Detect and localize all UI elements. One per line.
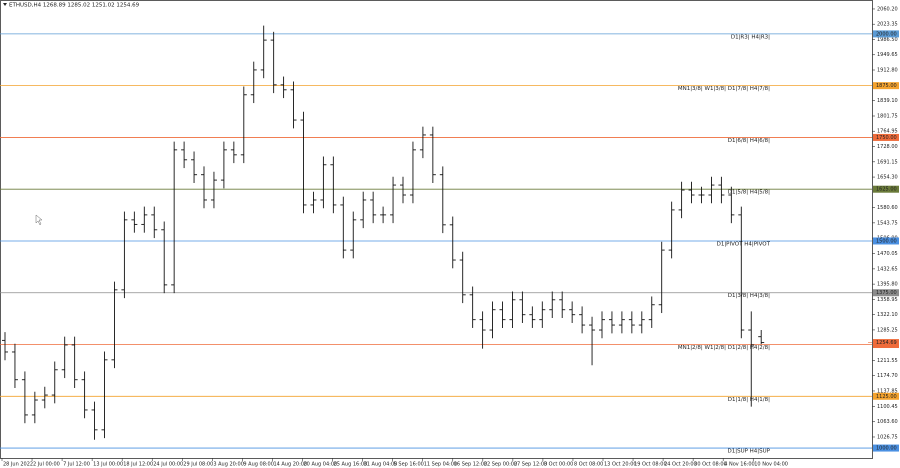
- x-tick-label: 3 Aug 20:00: [213, 462, 244, 468]
- last-price-box: [873, 339, 899, 347]
- x-tick-label: 4 Nov 16:00: [724, 462, 755, 468]
- y-tick-label: 2060.20: [877, 6, 898, 12]
- y-tick-label: 1358.95: [877, 297, 898, 303]
- level-price-label: 1500.00: [876, 238, 897, 244]
- level-label: MN1|3/8| W1|3/8| D1|7/8| H4|7/8|: [678, 86, 770, 92]
- level-label: D1|5/8| H4|5/8|: [728, 190, 770, 196]
- y-tick-label: 1100.45: [877, 404, 898, 410]
- x-tick-label: 31 Aug 04:00: [364, 462, 398, 468]
- y-tick-label: 1912.80: [877, 68, 898, 74]
- level-label: D1|PIVOT H4|PIVOT: [717, 241, 771, 247]
- x-tick-label: 7 Jul 12:00: [63, 462, 90, 468]
- x-tick-label: 13 Jul 00:00: [93, 462, 123, 468]
- level-price-label: 1875.00: [876, 83, 897, 89]
- x-tick-label: 27 Sep 12:00: [514, 462, 547, 468]
- x-tick-label: 24 Oct 20:00: [664, 462, 697, 468]
- y-tick-label: 1728.00: [877, 144, 898, 150]
- x-tick-label: 25 Aug 16:00: [334, 462, 368, 468]
- x-tick-label: 9 Aug 08:00: [243, 462, 274, 468]
- x-tick-label: 2 Jul 00:00: [33, 462, 60, 468]
- y-tick-label: 1470.05: [877, 251, 898, 257]
- x-tick-label: 30 Oct 08:00: [694, 462, 727, 468]
- y-tick-label: 1063.60: [877, 419, 898, 425]
- x-tick-label: 29 Jul 08:00: [183, 462, 213, 468]
- y-tick-label: 1986.50: [877, 37, 898, 43]
- level-price-box: [873, 30, 899, 38]
- level-price-box: [873, 237, 899, 245]
- level-label: D1|SUP H4|SUP: [728, 449, 771, 455]
- x-tick-label: 8 Oct 08:00: [574, 462, 603, 468]
- level-price-box: [873, 133, 899, 141]
- y-tick-label: 1580.60: [877, 205, 898, 211]
- level-price-label: 2000.00: [876, 31, 897, 37]
- x-tick-label: 10 Nov 04:00: [754, 462, 788, 468]
- x-tick-label: 14 Aug 20:00: [273, 462, 307, 468]
- y-tick-label: 1432.65: [877, 266, 898, 272]
- level-price-label: 1750.00: [876, 135, 897, 141]
- y-tick-label: 1285.25: [877, 327, 898, 333]
- level-price-box: [873, 82, 899, 90]
- x-tick-label: 19 Oct 08:00: [634, 462, 667, 468]
- last-price-label: 1254.69: [876, 340, 897, 346]
- y-tick-label: 1839.10: [877, 98, 898, 104]
- y-tick-label: 1026.75: [877, 434, 898, 440]
- plot-frame: [0, 0, 873, 459]
- y-tick-label: 1395.80: [877, 282, 898, 288]
- level-price-label: 1000.00: [876, 446, 897, 452]
- chart-title: ETHUSD,H4 1268.89 1285.02 1251.02 1254.6…: [9, 3, 140, 9]
- cursor: [35, 214, 43, 226]
- y-tick-label: 1801.75: [877, 114, 898, 120]
- x-tick-label: 20 Aug 04:00: [304, 462, 338, 468]
- y-tick-label: 1211.55: [877, 358, 898, 364]
- level-price-box: [873, 444, 899, 452]
- x-tick-label: 13 Oct 20:00: [604, 462, 637, 468]
- x-tick-label: 11 Sep 04:00: [424, 462, 457, 468]
- level-label: D1|1/8| H4|1/8|: [728, 397, 770, 403]
- x-tick-label: 24 Jul 00:00: [153, 462, 183, 468]
- level-price-label: 1375.00: [876, 290, 897, 296]
- y-tick-label: 1691.15: [877, 159, 898, 165]
- y-tick-label: 1764.95: [877, 129, 898, 135]
- x-tick-label: 22 Sep 00:00: [484, 462, 517, 468]
- level-price-box: [873, 185, 899, 193]
- level-label: D1|R3| H4|R3|: [731, 34, 770, 40]
- y-tick-label: 1322.10: [877, 312, 898, 318]
- level-label: D1|6/8| H4|6/8|: [728, 138, 770, 144]
- x-tick-label: 16 Sep 12:00: [454, 462, 487, 468]
- x-tick-label: 3 Oct 00:00: [544, 462, 573, 468]
- x-tick-label: 18 Jul 12:00: [123, 462, 153, 468]
- y-tick-label: 1137.85: [877, 388, 898, 394]
- symbol-icon: [3, 3, 7, 6]
- level-price-label: 1125.00: [876, 394, 897, 400]
- level-label: D1|3/8| H4|3/8|: [728, 293, 770, 299]
- level-price-label: 1625.00: [876, 187, 897, 193]
- level-price-box: [873, 289, 899, 297]
- y-tick-label: 2023.35: [877, 22, 898, 28]
- y-tick-label: 1174.70: [877, 373, 898, 379]
- x-tick-label: 28 Jun 2022: [3, 462, 33, 468]
- level-label: MN1|2/8| W1|2/8| D1|2/8| H4|2/8|: [678, 345, 770, 351]
- y-tick-label: 1543.75: [877, 220, 898, 226]
- y-tick-label: 1654.30: [877, 175, 898, 181]
- level-price-box: [873, 392, 899, 400]
- y-tick-label: 1949.65: [877, 52, 898, 58]
- x-tick-label: 5 Sep 16:00: [394, 462, 424, 468]
